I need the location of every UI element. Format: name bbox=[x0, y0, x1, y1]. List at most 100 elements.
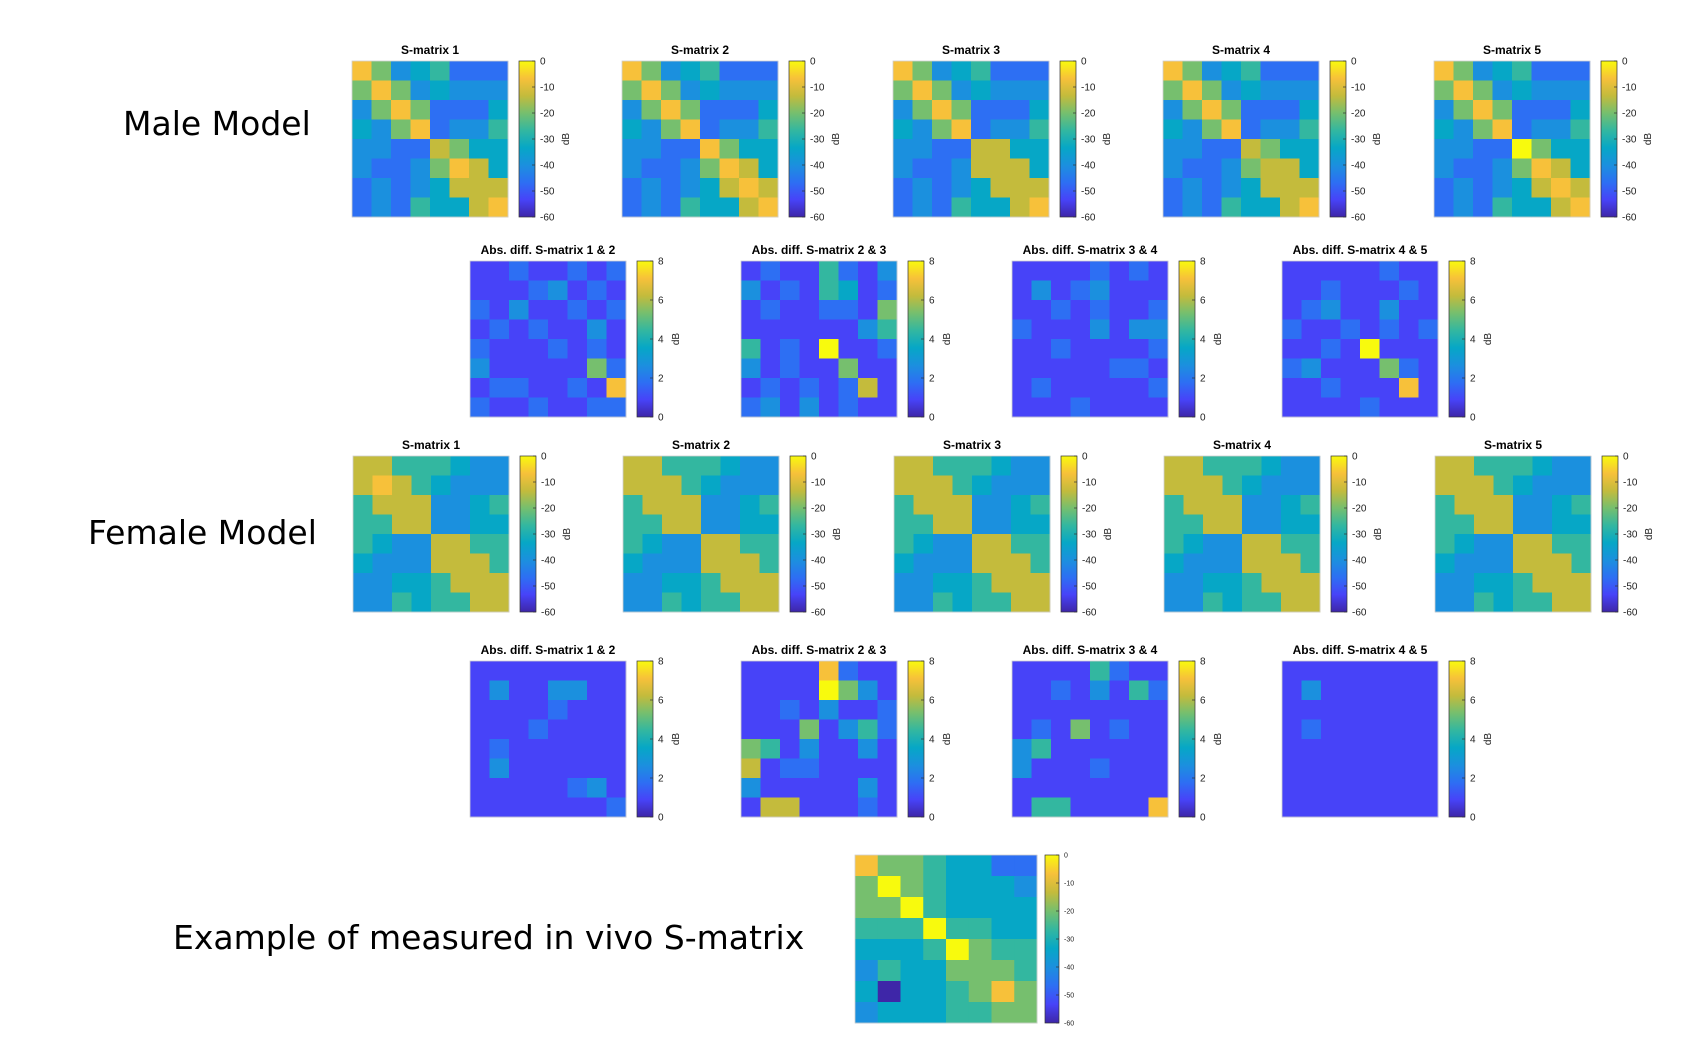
heatmap-cell bbox=[1109, 300, 1130, 320]
heatmap-cell bbox=[1360, 758, 1380, 779]
heatmap-cell bbox=[489, 495, 510, 515]
heatmap-cell bbox=[858, 700, 878, 720]
heatmap-cell bbox=[760, 397, 781, 418]
heatmap-cell bbox=[701, 456, 721, 476]
heatmap-cell bbox=[759, 495, 780, 515]
heatmap-cell bbox=[1474, 592, 1494, 613]
colorbar-tick-label: -10 bbox=[1081, 83, 1096, 94]
heatmap-cell bbox=[1321, 319, 1341, 340]
heatmap-cell bbox=[509, 758, 529, 779]
heatmap-cell bbox=[1109, 319, 1130, 340]
heatmap-cell bbox=[1513, 495, 1533, 515]
colorbar-tick-label: -50 bbox=[540, 187, 555, 198]
heatmap-cell bbox=[1129, 739, 1149, 759]
heatmap-cell bbox=[893, 197, 913, 218]
chart-title: S-matrix 5 bbox=[1483, 43, 1541, 57]
heatmap-cell bbox=[450, 592, 471, 613]
heatmap-cell bbox=[1282, 758, 1302, 779]
heatmap-cell bbox=[1070, 739, 1091, 759]
heatmap-cell bbox=[1109, 261, 1130, 281]
heatmap-cell bbox=[913, 534, 934, 554]
heatmap-cell bbox=[739, 80, 759, 101]
heatmap-cell bbox=[739, 158, 759, 179]
heatmap-cell bbox=[1148, 778, 1169, 798]
heatmap-cell bbox=[1379, 719, 1400, 740]
heatmap-cell bbox=[1340, 778, 1361, 798]
heatmap-cell bbox=[372, 573, 393, 593]
colorbar-tick-label: 2 bbox=[1200, 774, 1206, 785]
heatmap-cell bbox=[1109, 758, 1130, 779]
heatmap-cell bbox=[912, 158, 933, 179]
heatmap-cell bbox=[1379, 300, 1400, 320]
heatmap-cell bbox=[719, 139, 740, 159]
heatmap-cell bbox=[741, 339, 761, 359]
heatmap-cell bbox=[642, 495, 663, 515]
heatmap-cell bbox=[1163, 80, 1183, 101]
heatmap-cell bbox=[1031, 300, 1052, 320]
heatmap-cell bbox=[1513, 573, 1533, 593]
colorbar-tick-label: -20 bbox=[810, 109, 825, 120]
heatmap-cell bbox=[567, 680, 588, 701]
heatmap-cell bbox=[548, 339, 568, 359]
heatmap-cell bbox=[1221, 197, 1242, 218]
heatmap-cell bbox=[509, 397, 529, 418]
heatmap-cell bbox=[1340, 319, 1361, 340]
heatmap-female-18: Abs. diff. S-matrix 4 & 5 8 6 4 2 0 dB bbox=[1281, 643, 1494, 824]
heatmap-cell bbox=[858, 358, 878, 379]
heatmap-cell bbox=[1202, 178, 1222, 198]
heatmap-cell bbox=[1454, 534, 1475, 554]
heatmap-cell bbox=[606, 378, 627, 398]
heatmap-cell bbox=[587, 700, 607, 720]
heatmap-cell bbox=[1014, 960, 1038, 982]
heatmap-cell bbox=[932, 100, 952, 120]
heatmap-cell bbox=[893, 178, 913, 198]
heatmap-cell bbox=[1109, 339, 1130, 359]
heatmap-cell bbox=[1129, 261, 1149, 281]
heatmap-cell bbox=[1513, 475, 1533, 496]
heatmap-cell bbox=[701, 534, 721, 554]
heatmap-cell bbox=[1109, 797, 1130, 818]
heatmap-cell bbox=[642, 573, 663, 593]
heatmap-cell bbox=[1321, 739, 1341, 759]
chart-title: S-matrix 3 bbox=[943, 438, 1001, 452]
heatmap-cell bbox=[933, 573, 953, 593]
heatmap-cell bbox=[1321, 700, 1341, 720]
heatmap-cell bbox=[1301, 300, 1322, 320]
heatmap-cell bbox=[642, 514, 663, 535]
heatmap-cell bbox=[680, 61, 701, 81]
heatmap-cell bbox=[372, 456, 393, 476]
heatmap-cell bbox=[780, 680, 800, 701]
heatmap-cell bbox=[1453, 197, 1474, 218]
heatmap-cell bbox=[1399, 300, 1419, 320]
heatmap-cell bbox=[681, 573, 702, 593]
heatmap-cell bbox=[971, 178, 991, 198]
colorbar-tick-label: 0 bbox=[1352, 452, 1358, 463]
heatmap-cell bbox=[567, 700, 588, 720]
colorbar-tick-label: -50 bbox=[810, 187, 825, 198]
heatmap-cell bbox=[894, 475, 914, 496]
heatmap-cell bbox=[680, 197, 701, 218]
heatmap-cell bbox=[1070, 661, 1091, 681]
heatmap-cell bbox=[392, 475, 412, 496]
heatmap-cell bbox=[470, 573, 490, 593]
heatmap-cell bbox=[819, 797, 839, 818]
heatmap-cell bbox=[972, 514, 992, 535]
heatmap-cell bbox=[489, 475, 510, 496]
heatmap-cell bbox=[392, 456, 412, 476]
heatmap-cell bbox=[700, 139, 720, 159]
heatmap-cell bbox=[1129, 378, 1149, 398]
heatmap-cell bbox=[1163, 139, 1183, 159]
heatmap-cell bbox=[489, 680, 510, 701]
heatmap-cell bbox=[1360, 739, 1380, 759]
heatmap-cell bbox=[1070, 397, 1091, 418]
heatmap-cell bbox=[1202, 139, 1222, 159]
colorbar-tick-label: -30 bbox=[811, 530, 826, 541]
heatmap-cell bbox=[1512, 158, 1532, 179]
heatmap-cell bbox=[1029, 119, 1050, 140]
heatmap-cell bbox=[1203, 495, 1223, 515]
heatmap-cell bbox=[1418, 358, 1439, 379]
colorbar-unit-label: dB bbox=[1483, 333, 1494, 346]
colorbar-tick-label: -30 bbox=[810, 135, 825, 146]
heatmap-cell bbox=[741, 378, 761, 398]
heatmap-cell bbox=[1301, 719, 1322, 740]
